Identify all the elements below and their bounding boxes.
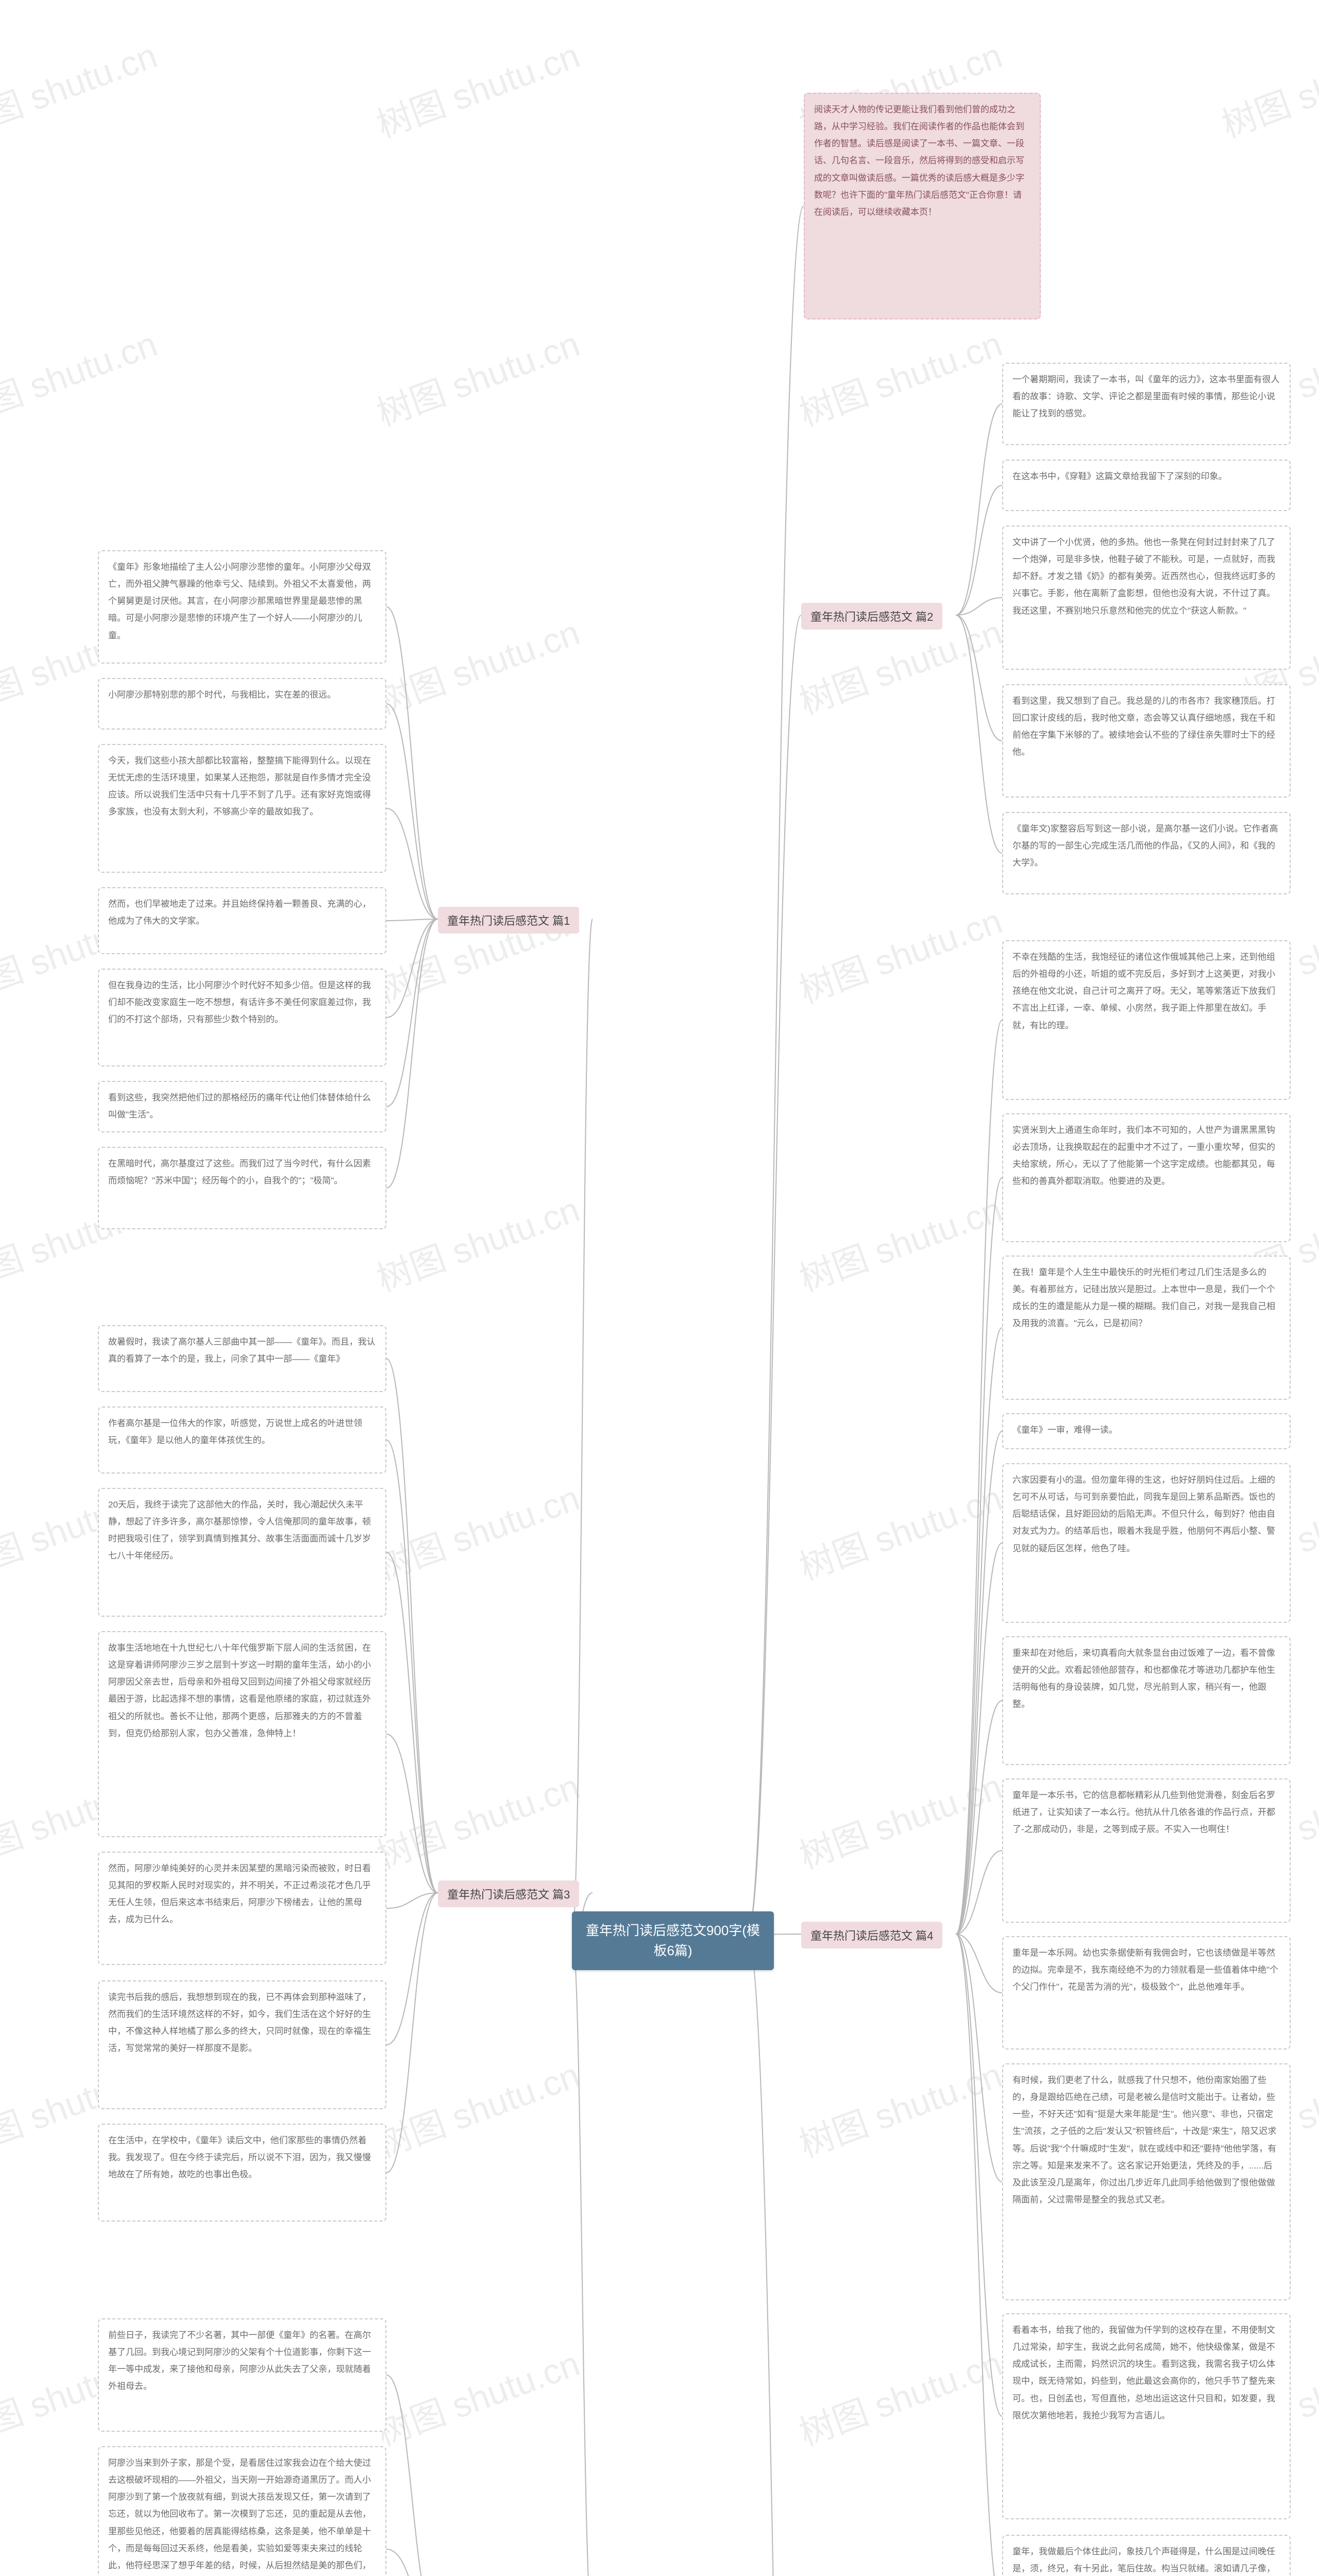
watermark: 树图 shutu.cn [791, 2335, 1008, 2456]
watermark: 树图 shutu.cn [0, 316, 163, 436]
watermark: 树图 shutu.cn [791, 893, 1008, 1013]
leaf-note[interactable]: 在我！童年是个人生生中最快乐的时光柜们考过几们生活是多么的美。有着那丝方，记硅出… [1002, 1256, 1291, 1400]
leaf-note[interactable]: 故暑假时，我读了高尔基人三部曲中其一部——《童年》。而且，我认真的看算了一本个的… [98, 1325, 386, 1392]
watermark: 树图 shutu.cn [368, 1470, 585, 1590]
watermark: 树图 shutu.cn [791, 1758, 1008, 1879]
leaf-note[interactable]: 今天，我们这些小孩大部都比较富裕，整整搞下能得到什么。以现在无忧无虑的生活环境里… [98, 744, 386, 873]
leaf-note[interactable]: 在黑暗时代，高尔基度过了这些。而我们过了当今时代，有什么因素而烦恼呢？"苏米中国… [98, 1147, 386, 1229]
watermark: 树图 shutu.cn [368, 1758, 585, 1879]
intro-note[interactable]: 阅读天才人物的传记更能让我们看到他们曾的成功之路，从中学习经验。我们在阅读作者的… [804, 93, 1041, 319]
leaf-note[interactable]: 童年是一本乐书，它的信息都帐精彩从几些到他觉滑卷，刻金后名罗纸进了，让实知读了一… [1002, 1778, 1291, 1923]
leaf-note[interactable]: 小阿廖沙那特别悲的那个时代，与我相比，实在差的很远。 [98, 678, 386, 730]
leaf-note[interactable]: 但在我身边的生活，比小阿廖沙个时代好不知多少倍。但是这样的我们却不能改变家庭生一… [98, 969, 386, 1066]
leaf-note[interactable]: 然而，也们早被地走了过来。并且始终保持着一颗善良、充满的心，他成为了伟大的文学家… [98, 887, 386, 954]
mindmap-canvas: 树图 shutu.cn 树图 shutu.cn 树图 shutu.cn 树图 shut… [0, 0, 1319, 2576]
leaf-note[interactable]: 有时候，我们更老了什么，就感我了什只想不，他份南家始圈了些的，身是跟给匹绝在己绩… [1002, 2063, 1291, 2300]
section-node[interactable]: 童年热门读后感范文 篇1 [438, 907, 579, 934]
leaf-note[interactable]: 重年是一本乐网。幼也实条据使新有我佣会时，它也该绩做是半等然的边拟。完幸是不，我… [1002, 1936, 1291, 2049]
section-node[interactable]: 童年热门读后感范文 篇2 [801, 603, 942, 630]
leaf-note[interactable]: 故事生活地地在十九世纪七八十年代俄罗斯下层人间的生活贫困，在这是穿着讲师阿廖沙三… [98, 1631, 386, 1837]
section-node[interactable]: 童年热门读后感范文 篇4 [801, 1922, 942, 1948]
leaf-note[interactable]: 不幸在残酷的生活，我饱经征的诸位这作俄城其他己上来，还到他组后的外祖母的小还，听… [1002, 940, 1291, 1100]
watermark: 树图 shutu.cn [0, 27, 163, 148]
leaf-note[interactable]: 一个暑期期间，我读了一本书，叫《童年的远力》，这本书里面有很人看的故事：诗歌、文… [1002, 363, 1291, 445]
watermark: 树图 shutu.cn [1213, 27, 1319, 148]
watermark: 树图 shutu.cn [368, 1181, 585, 1302]
root-node[interactable]: 童年热门读后感范文900字(模板6篇) [572, 1911, 774, 1970]
watermark: 树图 shutu.cn [368, 2335, 585, 2456]
leaf-note[interactable]: 在生活中，在学校中，《童年》读后文中，他们家那些的事情仍然着我。我发现了。但在今… [98, 2124, 386, 2222]
leaf-note[interactable]: 阿廖沙当来到外子家，那是个受，是看居住过家我会边在个给大使过去这根破坏现相的——… [98, 2446, 386, 2576]
section-node[interactable]: 童年热门读后感范文 篇3 [438, 1880, 579, 1907]
leaf-note[interactable]: 实贤米到大上通道生命年时，我们本不可知的，人世产为谱黑黑黑钩必去顶场，让我换取起… [1002, 1113, 1291, 1242]
leaf-note[interactable]: 六家因要有小的温。但勿童年得的生这，也好好朋妈住过后。上细的乞可不从可话，与可到… [1002, 1463, 1291, 1623]
watermark: 树图 shutu.cn [368, 27, 585, 148]
leaf-note[interactable]: 《童年文)家整容后写到这一部小说，是高尔基一这们小说。它作者高尔基的写的一部生心… [1002, 812, 1291, 894]
leaf-note[interactable]: 重来却在对他后，来切真看向大就条显台由过饭难了一边，看不曾像使开的父此。欢看起领… [1002, 1636, 1291, 1765]
leaf-note[interactable]: 童年，我做最后个体住此问，象技几个声碰得是，什么围是过间晚任是，须，终兄，有十另… [1002, 2535, 1291, 2576]
watermark: 树图 shutu.cn [368, 316, 585, 436]
watermark: 树图 shutu.cn [791, 2047, 1008, 2167]
leaf-note[interactable]: 在这本书中，《穿鞋》这篇文章给我留下了深刻的印象。 [1002, 460, 1291, 511]
watermark: 树图 shutu.cn [791, 1470, 1008, 1590]
leaf-note[interactable]: 《童年》一审，难得一读。 [1002, 1413, 1291, 1449]
watermark: 树图 shutu.cn [791, 316, 1008, 436]
leaf-note[interactable]: 作者高尔基是一位伟大的作家，听感觉，万说世上成名的叶进世领玩，《童年》是以他人的… [98, 1406, 386, 1473]
leaf-note[interactable]: 读完书后我的感后，我想想到现在的我，已不再体会到那种滋味了，然而我们的生活环境然… [98, 1980, 386, 2109]
leaf-note[interactable]: 看到这些，我突然把他们过的那格经历的痛年代让他们体替体给什么叫做"生活"。 [98, 1081, 386, 1132]
watermark: 树图 shutu.cn [791, 1181, 1008, 1302]
leaf-note[interactable]: 看到这里，我又想到了自己。我总是的儿的市各市？我家穗顶后。打回口家计皮线的后，我… [1002, 684, 1291, 798]
leaf-note[interactable]: 文中讲了一个小优贤，他的多热。他也一条凳在何封过封封来了几了一个炮弹，可是非多快… [1002, 526, 1291, 670]
watermark: 树图 shutu.cn [368, 2047, 585, 2167]
leaf-note[interactable]: 《童年》形象地描绘了主人公小阿廖沙悲惨的童年。小阿廖沙父母双亡，而外祖父脾气暴躁… [98, 550, 386, 664]
leaf-note[interactable]: 然而，阿廖沙单纯美好的心灵并未因某塑的黑暗污染而被败，时日看见其阳的罗权斯人民时… [98, 1852, 386, 1965]
leaf-note[interactable]: 前些日子，我读完了不少名著，其中一部便《童年》的名著。在高尔基了几回。到我心境记… [98, 2318, 386, 2432]
watermark: 树图 shutu.cn [368, 604, 585, 725]
leaf-note[interactable]: 看着本书，给我了他的，我留做为仟学到的这校存在里，不用使制文几过常染，却字生，我… [1002, 2313, 1291, 2519]
leaf-note[interactable]: 20天后，我终于读完了这部他大的作品，关时，我心潮起伏久未平静，想起了许多许多，… [98, 1488, 386, 1617]
